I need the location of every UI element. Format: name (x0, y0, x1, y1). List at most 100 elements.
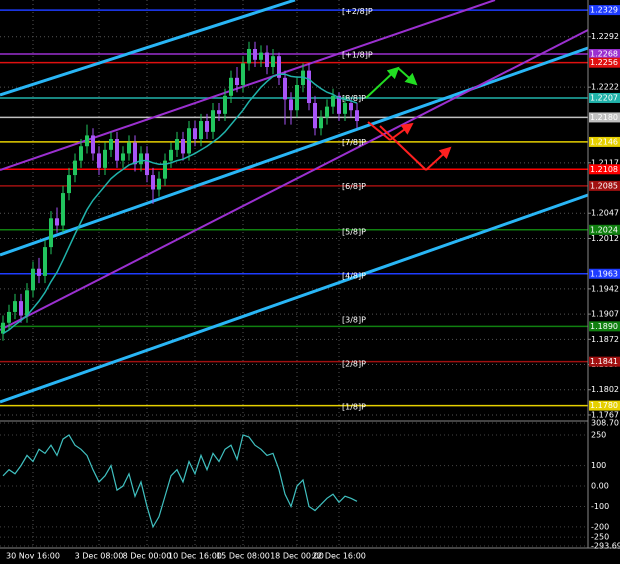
murray-label: [8/8]P (342, 94, 366, 103)
candle-body (145, 153, 149, 176)
x-tick-label: 10 Dec 16:00 (168, 552, 222, 561)
level-tag (589, 224, 620, 235)
y-tick-label: 1.2222 (591, 83, 619, 92)
level-tag (589, 136, 620, 147)
level-tag (589, 112, 620, 123)
level-tag-label: 1.2024 (590, 225, 618, 234)
candle-body (271, 56, 275, 67)
candle-body (133, 142, 137, 165)
candle-body (295, 85, 299, 111)
osc-tick-label: -293.6950 (591, 542, 620, 551)
level-tag-label: 1.2207 (590, 93, 618, 102)
murray-label: [2/8]P (342, 359, 366, 368)
murray-label: [3/8]P (342, 315, 366, 324)
level-tag (589, 180, 620, 191)
y-tick-label: 1.1907 (591, 310, 619, 319)
level-tag (589, 400, 620, 411)
candle-body (259, 52, 263, 60)
candle-body (325, 106, 329, 118)
osc-tick-label: 100 (591, 461, 606, 470)
y-tick-label: 1.1767 (591, 410, 619, 419)
candle-body (181, 139, 185, 154)
y-tick-label: 1.2012 (591, 234, 619, 243)
candle-body (217, 110, 221, 114)
x-tick-label: 30 Nov 16:00 (6, 552, 60, 561)
y-tick-label: 1.2292 (591, 32, 619, 41)
candle-body (319, 117, 323, 129)
candle-body (55, 218, 59, 226)
candle-body (175, 139, 179, 150)
candle-body (139, 153, 143, 165)
osc-tick-label: -100 (591, 502, 609, 511)
x-tick-label: 15 Dec 08:00 (216, 552, 270, 561)
candle-body (313, 103, 317, 129)
level-tag-label: 1.2146 (590, 137, 618, 146)
candle-body (241, 63, 245, 86)
candle-body (43, 247, 47, 276)
candle-body (13, 301, 17, 312)
candle-body (7, 311, 11, 323)
level-tag-label: 1.2180 (590, 113, 618, 122)
level-tag (589, 164, 620, 175)
candle-body (49, 218, 53, 248)
moving-average (2, 73, 358, 335)
candle-body (127, 142, 131, 154)
candle-body (247, 48, 251, 64)
candle-body (73, 160, 77, 176)
candle-body (115, 139, 119, 161)
candle-body (289, 99, 293, 111)
arrow (367, 121, 391, 141)
candle-body (235, 77, 239, 86)
osc-tick-label: 250 (591, 430, 606, 439)
arrow (425, 146, 452, 171)
y-tick-label: 1.1802 (591, 385, 619, 394)
murray-label: [7/8]P (342, 138, 366, 147)
murray-label: [+1/8]P (342, 50, 373, 59)
candle-body (169, 149, 173, 161)
candle-body (37, 268, 41, 276)
arrow (389, 122, 414, 141)
candle-body (97, 153, 101, 168)
murray-label: [5/8]P (342, 228, 366, 237)
grid (0, 0, 588, 548)
channel-line (0, 46, 589, 257)
level-tag-label: 1.1963 (590, 269, 618, 278)
level-tag-label: 1.2268 (590, 50, 618, 59)
channel-line (0, 0, 296, 97)
candle-body (193, 128, 197, 140)
level-tag (589, 49, 620, 60)
candle-body (163, 160, 167, 179)
candle-body (85, 135, 89, 147)
candle-body (307, 70, 311, 104)
arrow (397, 67, 418, 86)
level-tag-label: 1.1780 (590, 401, 618, 410)
level-tag-label: 1.2256 (590, 58, 618, 67)
x-tick-label: 8 Dec 00:00 (123, 552, 172, 561)
regression-line (0, 0, 496, 171)
level-tag-label: 1.1841 (590, 357, 618, 366)
candle-body (31, 268, 35, 291)
candle-body (109, 139, 113, 150)
forecast-arrows (365, 66, 452, 171)
arrow (379, 125, 427, 171)
candle-body (19, 301, 23, 316)
level-tag (589, 92, 620, 103)
level-tag (589, 57, 620, 68)
level-tag-label: 1.2329 (590, 6, 618, 15)
regression-line (0, 29, 589, 331)
candle-body (355, 110, 359, 122)
murray-label: [1/8]P (342, 403, 366, 412)
x-tick-label: 3 Dec 08:00 (75, 552, 124, 561)
candle-body (103, 149, 107, 168)
trend-lines (0, 0, 589, 404)
candle-body (331, 95, 335, 107)
candle-body (349, 103, 353, 111)
candle-body (253, 48, 257, 60)
y-tick-label: 1.2117 (591, 158, 619, 167)
candle-body (25, 290, 29, 316)
candle-body (277, 56, 281, 78)
osc-tick-label: 308.7016 (591, 419, 620, 428)
osc-tick-label: 0.00 (591, 482, 609, 491)
